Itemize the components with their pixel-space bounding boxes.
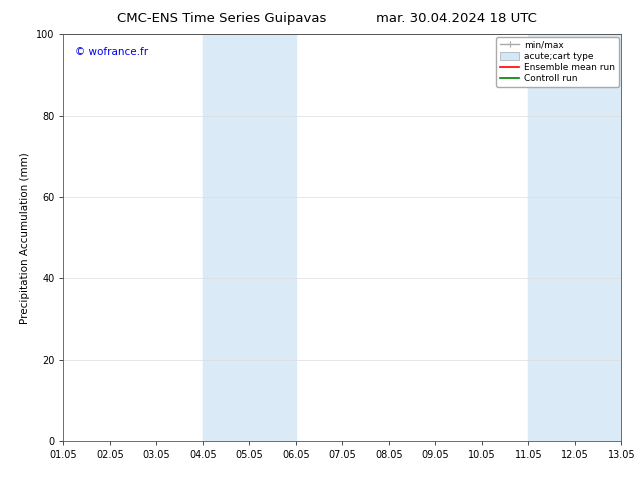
Bar bbox=[203, 34, 296, 441]
Text: © wofrance.fr: © wofrance.fr bbox=[75, 47, 148, 56]
Legend: min/max, acute;cart type, Ensemble mean run, Controll run: min/max, acute;cart type, Ensemble mean … bbox=[496, 37, 619, 87]
Text: CMC-ENS Time Series Guipavas: CMC-ENS Time Series Guipavas bbox=[117, 12, 327, 25]
Bar bbox=[528, 34, 621, 441]
Y-axis label: Precipitation Accumulation (mm): Precipitation Accumulation (mm) bbox=[20, 152, 30, 323]
Text: mar. 30.04.2024 18 UTC: mar. 30.04.2024 18 UTC bbox=[376, 12, 537, 25]
